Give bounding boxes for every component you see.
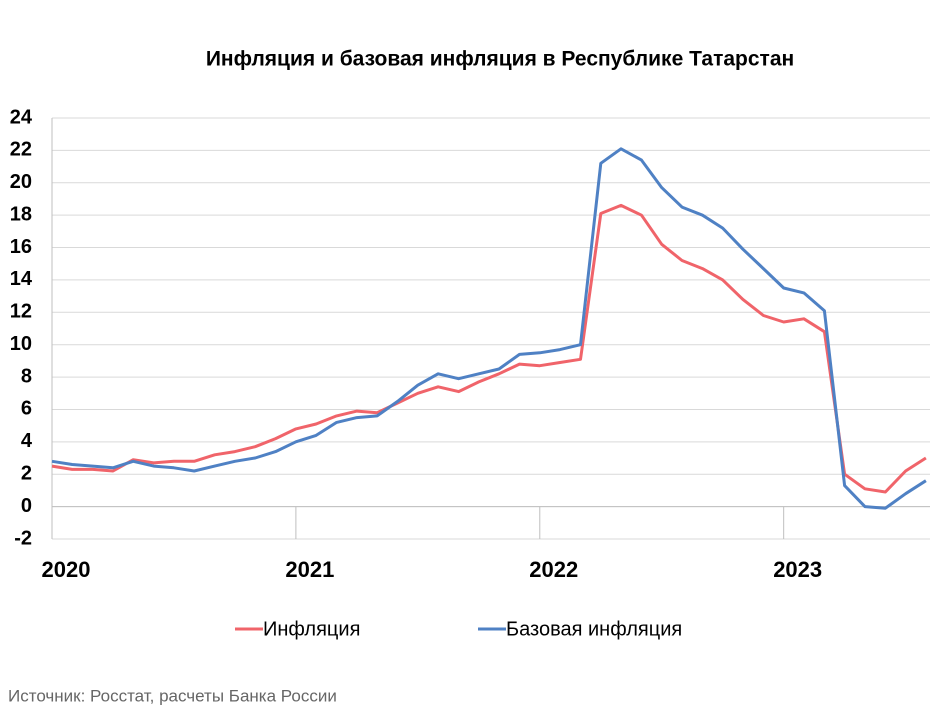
legend-label: Базовая инфляция [506, 618, 682, 640]
y-tick-label: 8 [21, 365, 32, 387]
source-note: Источник: Росстат, расчеты Банка России [8, 686, 337, 705]
x-tick-label: 2023 [773, 557, 822, 582]
legend-label: Инфляция [263, 618, 360, 640]
y-tick-label: 4 [21, 430, 33, 452]
series-line [51, 203, 927, 494]
y-tick-label: 20 [10, 171, 32, 193]
y-tick-label: 22 [10, 139, 32, 161]
y-tick-label: 10 [10, 333, 32, 355]
y-tick-label: 2 [21, 463, 32, 485]
y-tick-label: -2 [14, 527, 32, 549]
y-tick-label: 12 [10, 301, 32, 323]
x-tick-label: 2022 [529, 557, 578, 582]
chart-title: Инфляция и базовая инфляция в Республике… [206, 48, 794, 71]
y-tick-label: 0 [21, 495, 32, 517]
y-tick-label: 18 [10, 203, 32, 225]
y-tick-label: 16 [10, 236, 32, 258]
x-tick-label: 2020 [42, 557, 91, 582]
y-tick-label: 24 [10, 106, 33, 128]
y-tick-label: 14 [10, 268, 33, 290]
series-line [51, 147, 927, 510]
x-tick-label: 2021 [285, 557, 334, 582]
y-tick-label: 6 [21, 398, 32, 420]
